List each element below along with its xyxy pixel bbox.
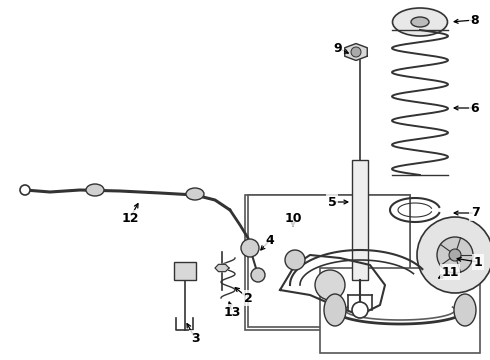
Ellipse shape xyxy=(411,17,429,27)
Polygon shape xyxy=(345,44,368,60)
Bar xyxy=(245,195,410,330)
Circle shape xyxy=(437,237,473,273)
Text: 12: 12 xyxy=(121,211,139,225)
Bar xyxy=(352,160,368,280)
Text: 10: 10 xyxy=(284,211,302,225)
Circle shape xyxy=(352,302,368,318)
Ellipse shape xyxy=(86,184,104,196)
Ellipse shape xyxy=(324,294,346,326)
Text: 13: 13 xyxy=(223,306,241,319)
Circle shape xyxy=(251,268,265,282)
Circle shape xyxy=(417,217,490,293)
Text: 6: 6 xyxy=(471,102,479,114)
Circle shape xyxy=(285,250,305,270)
Circle shape xyxy=(241,239,259,257)
Text: 9: 9 xyxy=(334,41,343,54)
Ellipse shape xyxy=(186,188,204,200)
Circle shape xyxy=(449,249,461,261)
Circle shape xyxy=(20,185,30,195)
Circle shape xyxy=(351,47,361,57)
Text: 1: 1 xyxy=(474,256,482,269)
Bar xyxy=(248,195,410,327)
Ellipse shape xyxy=(392,8,447,36)
Bar xyxy=(320,268,480,353)
Ellipse shape xyxy=(454,294,476,326)
Text: 8: 8 xyxy=(471,13,479,27)
Text: 5: 5 xyxy=(328,195,336,208)
Circle shape xyxy=(315,270,345,300)
Text: 4: 4 xyxy=(266,234,274,247)
Text: 7: 7 xyxy=(470,207,479,220)
Text: 11: 11 xyxy=(441,266,459,279)
Polygon shape xyxy=(215,264,229,272)
Text: 3: 3 xyxy=(191,332,199,345)
Text: 2: 2 xyxy=(244,292,252,305)
Bar xyxy=(174,262,196,280)
